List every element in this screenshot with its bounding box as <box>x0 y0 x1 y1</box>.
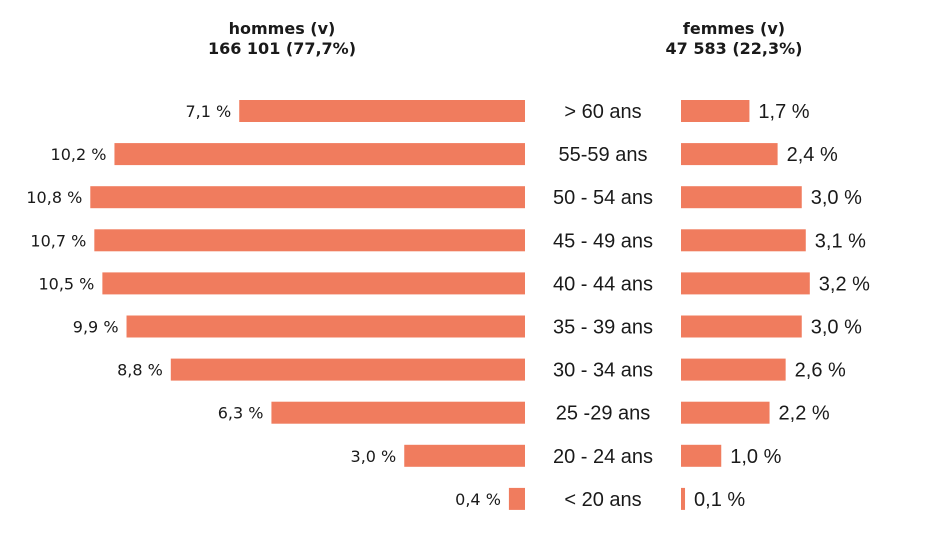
label-femmes: 3,1 % <box>815 230 866 252</box>
label-femmes: 2,4 % <box>787 144 838 166</box>
category-label: 20 - 24 ans <box>553 446 653 468</box>
bar-femmes <box>681 487 686 510</box>
label-femmes: 1,7 % <box>758 101 809 123</box>
label-femmes: 2,6 % <box>795 360 846 382</box>
bar-hommes <box>404 444 525 467</box>
label-femmes: 2,2 % <box>779 403 830 425</box>
left-header-title: hommes (v) <box>229 19 336 38</box>
category-label: < 20 ans <box>564 489 641 511</box>
bar-hommes <box>170 358 526 381</box>
label-hommes: 10,8 % <box>26 188 82 207</box>
category-label: 40 - 44 ans <box>553 273 653 295</box>
bar-hommes <box>126 315 526 338</box>
bar-femmes <box>681 186 802 209</box>
right-header-title: femmes (v) <box>683 19 785 38</box>
bar-hommes <box>239 100 525 122</box>
category-label: > 60 ans <box>564 101 641 123</box>
label-femmes: 3,0 % <box>811 187 862 209</box>
label-hommes: 9,9 % <box>73 318 119 337</box>
bar-femmes <box>681 143 778 166</box>
label-femmes: 3,0 % <box>811 317 862 339</box>
right-header-total: 47 583 (22,3%) <box>666 39 803 58</box>
label-hommes: 10,2 % <box>51 145 107 164</box>
bar-femmes <box>681 272 810 295</box>
bar-femmes <box>681 444 722 467</box>
category-label: 45 - 49 ans <box>553 230 653 252</box>
bar-femmes <box>681 401 770 424</box>
bar-femmes <box>681 229 806 252</box>
bar-hommes <box>114 143 525 166</box>
bar-hommes <box>94 229 525 252</box>
label-hommes: 10,7 % <box>30 231 86 250</box>
bar-femmes <box>681 358 786 381</box>
bar-hommes <box>102 272 525 295</box>
label-hommes: 7,1 % <box>185 102 231 121</box>
bar-femmes <box>681 100 750 122</box>
label-hommes: 10,5 % <box>38 274 94 293</box>
category-label: 35 - 39 ans <box>553 317 653 339</box>
category-label: 30 - 34 ans <box>553 360 653 382</box>
label-hommes: 8,8 % <box>117 361 163 380</box>
bar-hommes <box>508 487 525 510</box>
bar-femmes <box>681 315 802 338</box>
left-header-total: 166 101 (77,7%) <box>208 39 356 58</box>
label-hommes: 6,3 % <box>218 404 264 423</box>
label-femmes: 3,2 % <box>819 273 870 295</box>
label-hommes: 3,0 % <box>351 447 397 466</box>
label-hommes: 0,4 % <box>455 490 501 509</box>
label-femmes: 1,0 % <box>730 446 781 468</box>
bar-hommes <box>90 186 526 209</box>
category-label: 50 - 54 ans <box>553 187 653 209</box>
category-label: 25 -29 ans <box>556 403 651 425</box>
bar-hommes <box>271 401 525 424</box>
category-label: 55-59 ans <box>559 144 648 166</box>
label-femmes: 0,1 % <box>694 489 745 511</box>
